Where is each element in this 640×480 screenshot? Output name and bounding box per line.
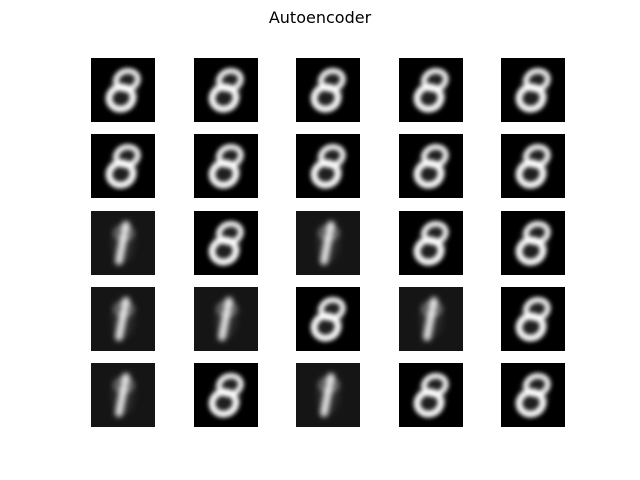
digit-one-image bbox=[194, 287, 258, 351]
reconstruction-tile bbox=[399, 211, 463, 275]
digit-one-image bbox=[296, 363, 360, 427]
reconstruction-tile bbox=[194, 287, 258, 351]
reconstruction-tile bbox=[91, 211, 155, 275]
reconstruction-tile bbox=[501, 287, 565, 351]
reconstruction-tile bbox=[91, 134, 155, 198]
digit-eight-image bbox=[296, 287, 360, 351]
reconstruction-tile bbox=[399, 363, 463, 427]
reconstruction-tile bbox=[296, 134, 360, 198]
digit-eight-image bbox=[501, 363, 565, 427]
reconstruction-tile bbox=[501, 58, 565, 122]
figure-title: Autoencoder bbox=[268, 8, 372, 27]
digit-eight-image bbox=[501, 211, 565, 275]
reconstruction-tile bbox=[91, 363, 155, 427]
digit-one-image bbox=[91, 211, 155, 275]
reconstruction-tile bbox=[296, 287, 360, 351]
reconstruction-tile bbox=[399, 287, 463, 351]
reconstruction-tile bbox=[194, 134, 258, 198]
digit-eight-image bbox=[194, 211, 258, 275]
digit-one-image bbox=[296, 211, 360, 275]
digit-one-image bbox=[91, 363, 155, 427]
reconstruction-tile bbox=[399, 134, 463, 198]
reconstruction-tile bbox=[91, 58, 155, 122]
reconstruction-tile bbox=[501, 363, 565, 427]
digit-eight-image bbox=[194, 134, 258, 198]
reconstruction-tile bbox=[296, 58, 360, 122]
digit-eight-image bbox=[501, 58, 565, 122]
reconstruction-tile bbox=[399, 58, 463, 122]
reconstruction-tile bbox=[194, 58, 258, 122]
reconstruction-tile bbox=[296, 211, 360, 275]
digit-eight-image bbox=[399, 58, 463, 122]
digit-eight-image bbox=[399, 211, 463, 275]
reconstruction-tile bbox=[296, 363, 360, 427]
digit-one-image bbox=[399, 287, 463, 351]
digit-eight-image bbox=[194, 58, 258, 122]
digit-eight-image bbox=[501, 134, 565, 198]
digit-one-image bbox=[91, 287, 155, 351]
digit-eight-image bbox=[399, 134, 463, 198]
reconstruction-tile bbox=[194, 211, 258, 275]
digit-eight-image bbox=[296, 58, 360, 122]
digit-eight-image bbox=[501, 287, 565, 351]
reconstruction-tile bbox=[194, 363, 258, 427]
reconstruction-tile bbox=[501, 134, 565, 198]
digit-eight-image bbox=[399, 363, 463, 427]
reconstruction-tile bbox=[91, 287, 155, 351]
digit-eight-image bbox=[91, 58, 155, 122]
digit-eight-image bbox=[91, 134, 155, 198]
digit-eight-image bbox=[194, 363, 258, 427]
reconstruction-tile bbox=[501, 211, 565, 275]
digit-eight-image bbox=[296, 134, 360, 198]
